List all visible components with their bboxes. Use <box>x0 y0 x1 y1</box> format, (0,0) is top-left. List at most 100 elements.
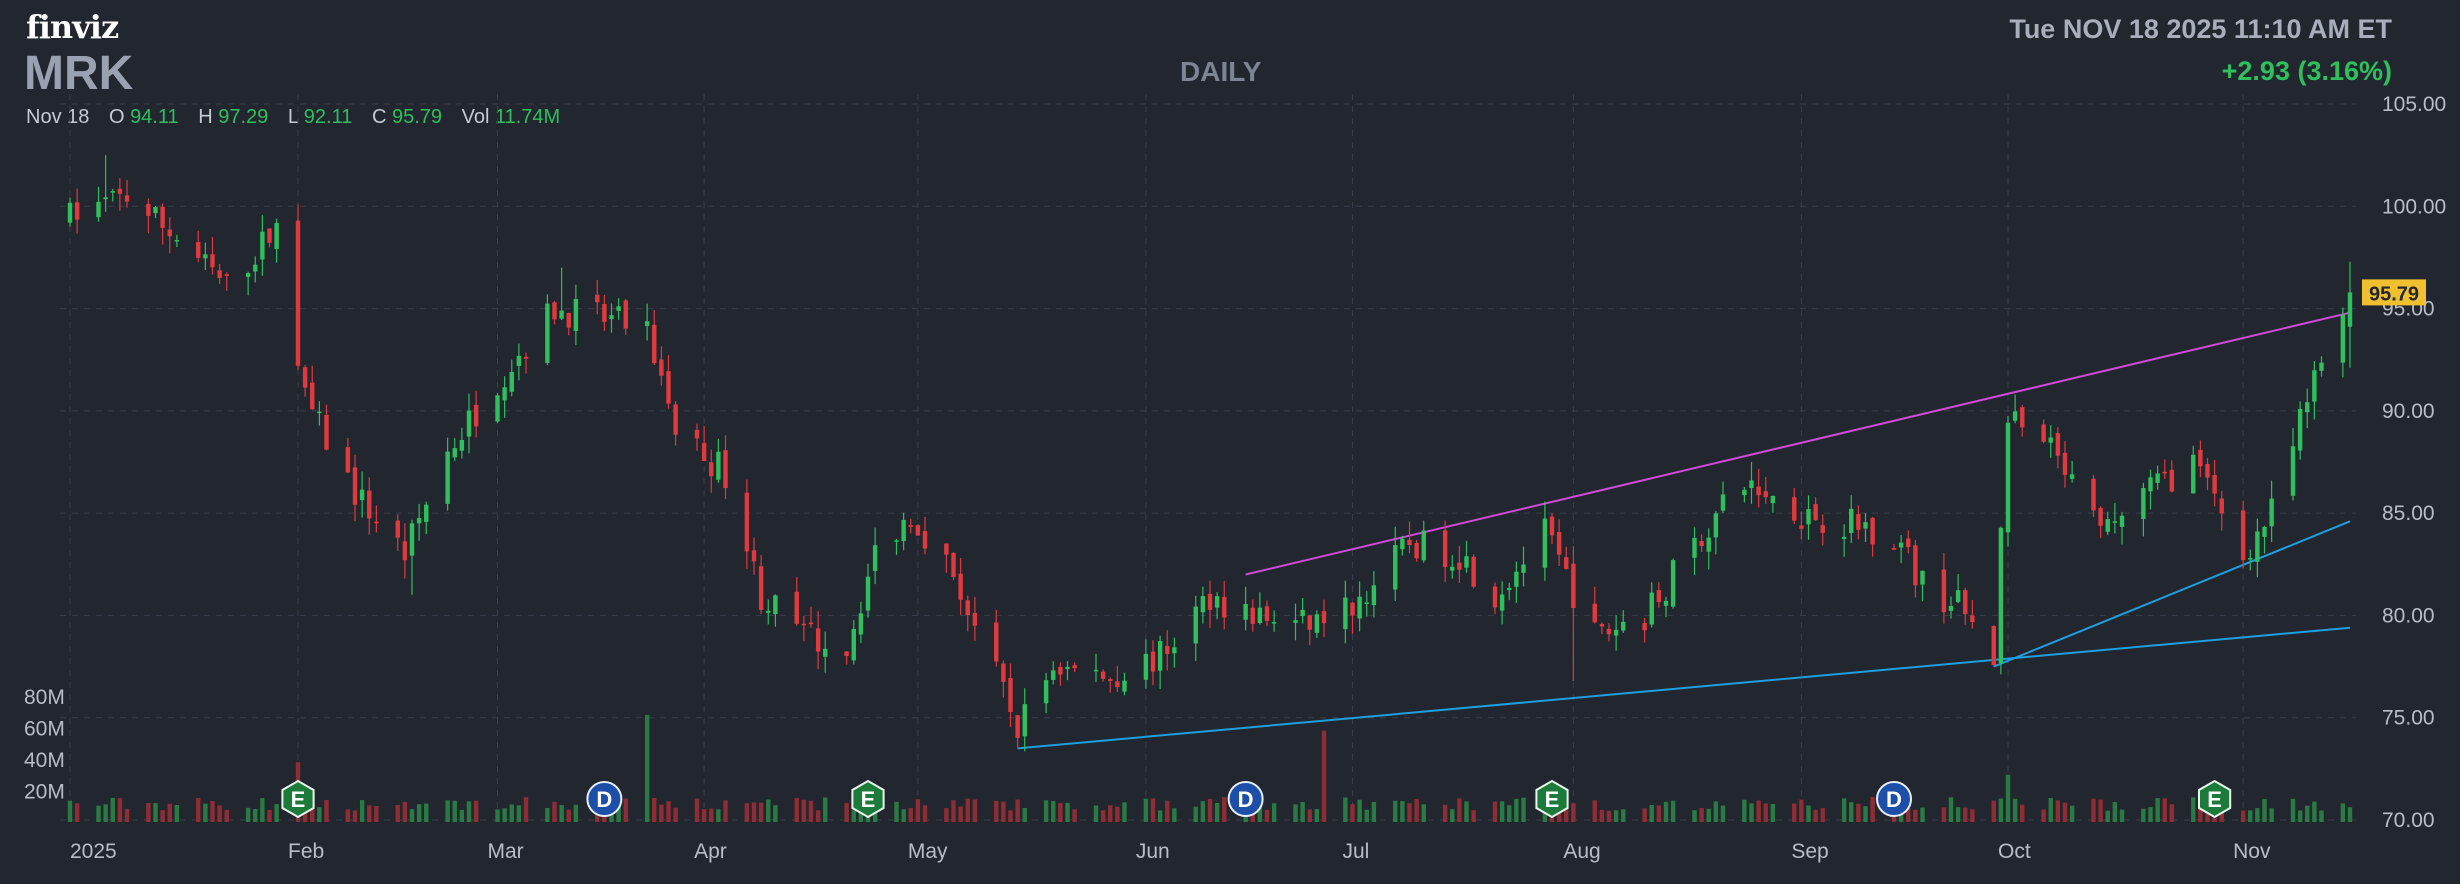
trendline <box>1993 520 2351 668</box>
candle-body <box>766 610 771 613</box>
candle-body <box>424 504 429 522</box>
volume-bar <box>851 810 856 822</box>
volume-bar <box>1713 801 1719 822</box>
volume-bar <box>395 804 400 822</box>
candle-body <box>616 306 621 311</box>
candle-body <box>573 299 579 331</box>
candle-body <box>1157 641 1163 671</box>
volume-bar <box>1222 797 1227 822</box>
candle-body <box>723 450 728 489</box>
volume-bar <box>673 807 678 822</box>
volume-bar <box>466 801 472 822</box>
candle-body <box>302 367 308 388</box>
volume-bar <box>922 805 928 822</box>
candle-body <box>495 395 500 422</box>
candle-body <box>623 300 628 329</box>
volume-bar <box>416 804 422 822</box>
volume-bar <box>2191 797 2196 822</box>
volume-bar <box>709 808 714 822</box>
volume-bar <box>1521 797 1526 822</box>
volume-bar <box>766 799 771 822</box>
candle-body <box>1364 602 1369 604</box>
volume-bar <box>1172 808 1177 822</box>
volume-bar <box>1692 810 1697 822</box>
candle-body <box>709 462 714 477</box>
candle-body <box>459 439 465 451</box>
volume-bar <box>203 803 208 822</box>
volume-bar <box>716 809 721 822</box>
candle-body <box>1100 671 1106 679</box>
volume-bar <box>473 800 479 822</box>
candle-body <box>1813 504 1818 521</box>
volume-bar <box>2305 805 2310 822</box>
candle-body <box>815 628 821 652</box>
candle-body <box>915 525 921 536</box>
candle-body <box>1571 563 1576 609</box>
candle-body <box>1001 663 1006 682</box>
open-label: O <box>108 106 125 128</box>
volume-bar <box>1065 802 1070 822</box>
candle-body <box>409 523 415 556</box>
volume-bar <box>1492 801 1498 822</box>
event-label: D <box>1886 787 1902 812</box>
volume-bar <box>652 797 657 822</box>
candle-body <box>1143 653 1149 680</box>
candle-body <box>502 387 507 401</box>
earnings-icon <box>281 779 315 819</box>
earnings-marker: E <box>851 779 885 819</box>
volume-bar <box>523 797 529 822</box>
candle-body <box>260 231 265 260</box>
volume-bar <box>1450 809 1455 822</box>
candle-body <box>374 521 379 524</box>
dividend-icon <box>1876 781 1912 817</box>
volume-tick-label: 80M <box>24 686 65 709</box>
volume-bar <box>1813 809 1818 822</box>
candle-body <box>844 651 849 656</box>
candle-body <box>944 543 949 555</box>
candle-body <box>2112 521 2118 523</box>
volume-bar <box>495 809 500 822</box>
candle-body <box>1998 527 2004 663</box>
volume-bar <box>160 810 165 822</box>
x-tick-label: Apr <box>694 840 727 863</box>
candle-body <box>1898 542 1904 548</box>
candle-body <box>865 576 871 611</box>
volume-bar <box>374 805 379 822</box>
candle-body <box>701 443 707 461</box>
candle-body <box>416 518 422 524</box>
volume-bar <box>1357 799 1362 822</box>
candle-body <box>1564 557 1569 569</box>
event-label: E <box>291 787 306 812</box>
volume-bar <box>1400 801 1405 822</box>
volume-bar <box>2105 810 2110 822</box>
candle-body <box>2205 463 2210 478</box>
earnings-marker: E <box>1535 779 1569 819</box>
volume-bar <box>1264 809 1270 822</box>
candle-body <box>253 264 258 272</box>
volume-bar <box>424 803 429 822</box>
volume-bar <box>1963 807 1968 822</box>
candle-body <box>1357 596 1362 619</box>
volume-bar <box>559 805 564 822</box>
volume-bar <box>1471 810 1476 822</box>
volume-bar <box>1343 797 1348 822</box>
volume-bar <box>1621 809 1626 822</box>
candle-body <box>1692 537 1697 558</box>
volume-bar <box>1998 798 2004 822</box>
volume-bar <box>1193 806 1198 822</box>
candle-body <box>1542 518 1548 568</box>
candle-body <box>245 273 251 277</box>
volume-bar <box>2255 808 2260 822</box>
candle-body <box>794 591 799 624</box>
candle-body <box>2169 469 2175 492</box>
volume-bar <box>1941 807 1947 822</box>
finviz-logo[interactable]: finviz <box>26 8 119 46</box>
volume-bar <box>1058 803 1063 822</box>
candle-body <box>1649 592 1654 625</box>
candle-body <box>644 321 650 327</box>
candle-body <box>1115 681 1120 687</box>
candle-body <box>872 545 878 572</box>
volume-bar <box>124 808 130 822</box>
chart-grid <box>60 94 2356 822</box>
